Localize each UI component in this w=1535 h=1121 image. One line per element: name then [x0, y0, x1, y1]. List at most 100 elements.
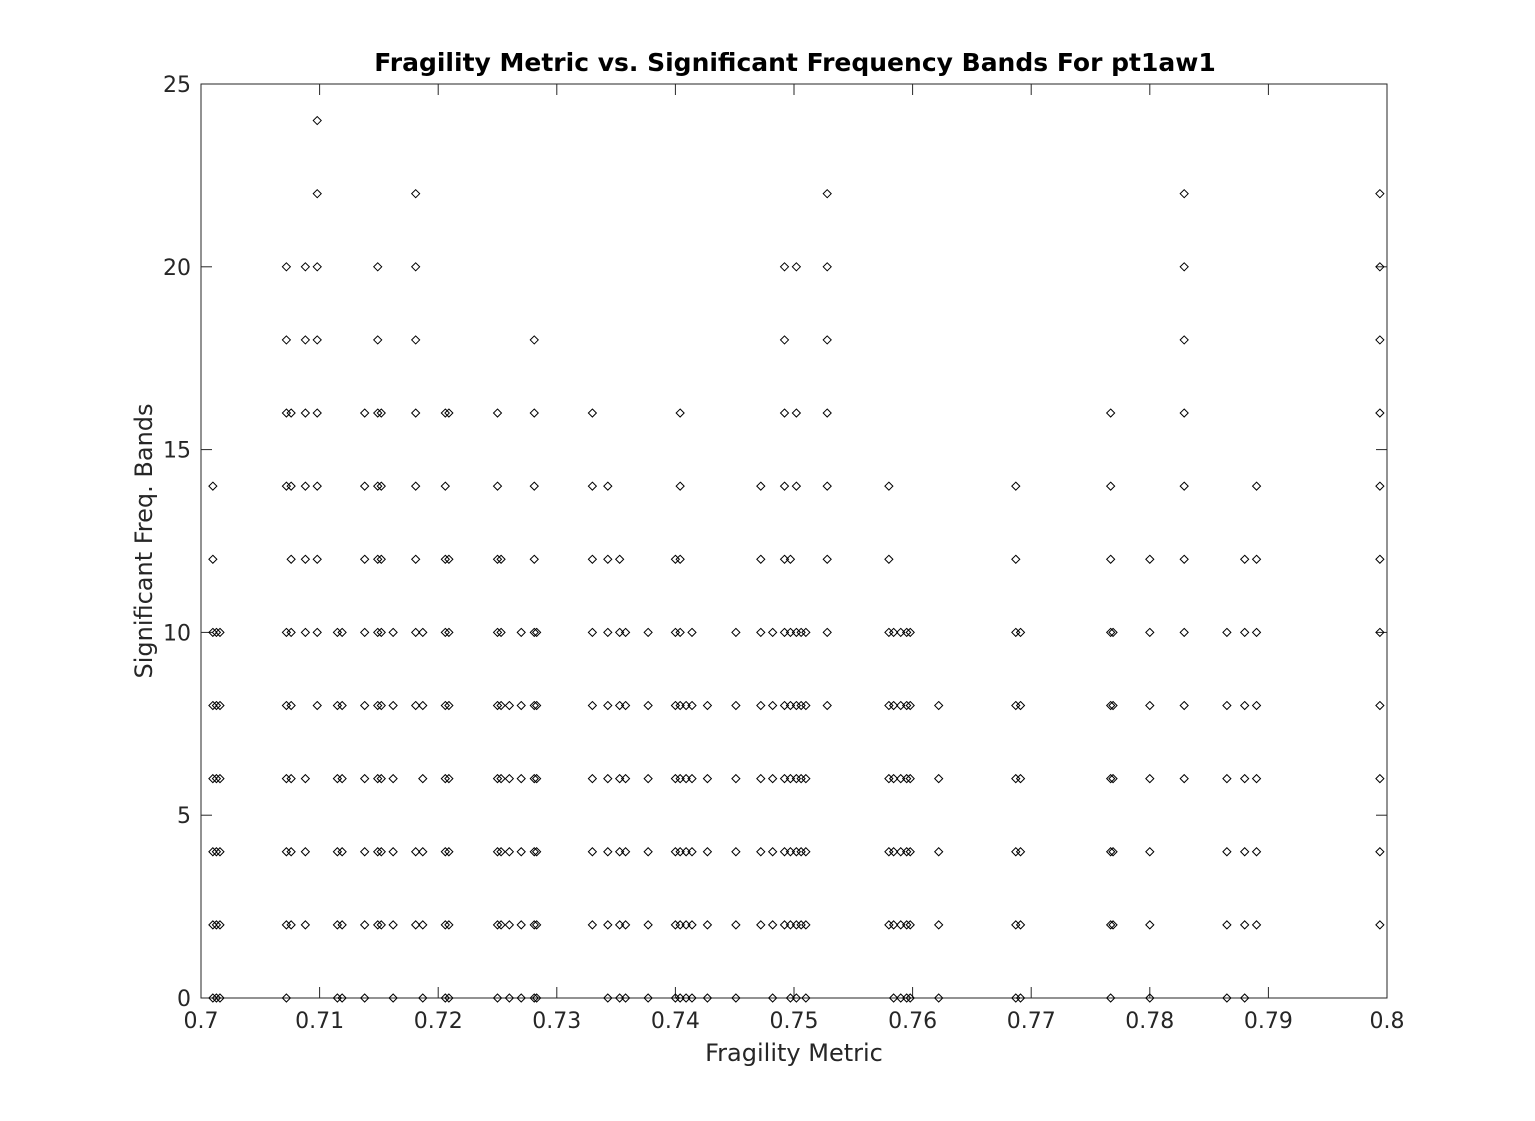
data-point: [376, 481, 386, 491]
data-point: [905, 700, 915, 711]
data-point: [801, 700, 811, 711]
data-points: [208, 115, 1385, 1003]
data-point: [418, 847, 428, 857]
x-tick-label: 0.7: [184, 1009, 219, 1034]
data-point: [1375, 554, 1385, 564]
x-tick-label: 0.72: [414, 1009, 463, 1034]
data-point: [933, 993, 944, 1003]
data-point: [1222, 920, 1232, 930]
data-point: [312, 115, 322, 126]
data-point: [492, 773, 503, 784]
x-tick-label: 0.79: [1244, 1009, 1293, 1034]
data-point: [529, 700, 539, 711]
data-point: [496, 700, 506, 711]
data-point: [492, 847, 503, 857]
data-point: [702, 847, 713, 857]
data-point: [418, 993, 428, 1003]
data-point: [531, 700, 542, 711]
data-point: [492, 920, 503, 930]
data-point: [731, 920, 741, 930]
y-tick-label: 15: [163, 439, 191, 464]
data-point: [529, 627, 539, 638]
data-point: [1179, 408, 1189, 418]
data-point: [492, 627, 503, 638]
data-point: [731, 773, 741, 784]
data-point: [614, 554, 625, 564]
data-point: [529, 481, 539, 491]
data-point: [1251, 920, 1262, 930]
data-point: [1222, 700, 1232, 711]
data-point: [779, 408, 790, 418]
data-point: [822, 262, 832, 272]
data-point: [1179, 262, 1189, 272]
data-point: [286, 408, 296, 418]
data-point: [901, 627, 912, 638]
data-point: [587, 481, 598, 491]
data-point: [312, 335, 322, 345]
data-point: [587, 847, 598, 857]
data-point: [300, 627, 311, 638]
data-point: [801, 773, 811, 784]
data-point: [504, 847, 515, 857]
data-point: [410, 700, 421, 711]
data-point: [312, 700, 322, 711]
data-point: [286, 773, 296, 784]
data-point: [1015, 627, 1026, 638]
data-point: [1145, 993, 1155, 1003]
data-point: [359, 627, 370, 638]
data-point: [1145, 554, 1155, 564]
data-point: [215, 700, 225, 711]
data-point: [492, 993, 503, 1003]
data-point: [211, 847, 222, 857]
data-point: [418, 920, 428, 930]
data-point: [905, 993, 915, 1003]
data-point: [1239, 993, 1250, 1003]
y-tick-label: 5: [177, 804, 191, 829]
x-tick-label: 0.75: [770, 1009, 819, 1034]
x-tick-label: 0.76: [888, 1009, 937, 1034]
data-point: [496, 554, 506, 564]
data-point: [1222, 993, 1232, 1003]
data-point: [1179, 335, 1189, 345]
data-point: [905, 920, 915, 930]
data-point: [1222, 773, 1232, 784]
data-point: [756, 554, 766, 564]
data-point: [1011, 481, 1021, 491]
data-point: [884, 554, 894, 564]
data-point: [373, 408, 383, 418]
data-point: [1179, 481, 1189, 491]
data-point: [376, 773, 386, 784]
data-point: [756, 847, 766, 857]
data-point: [1375, 773, 1385, 784]
data-point: [211, 700, 222, 711]
data-point: [376, 408, 386, 418]
data-point: [215, 993, 225, 1003]
data-point: [587, 627, 598, 638]
data-point: [675, 554, 685, 564]
data-point: [444, 554, 454, 564]
data-point: [1105, 700, 1116, 711]
data-point: [418, 627, 428, 638]
data-point: [687, 847, 697, 857]
data-point: [1251, 700, 1262, 711]
data-point: [312, 262, 322, 272]
data-point: [1179, 773, 1189, 784]
data-point: [208, 847, 218, 857]
data-point: [587, 700, 598, 711]
data-point: [312, 554, 322, 564]
data-point: [444, 773, 454, 784]
data-point: [822, 700, 832, 711]
data-point: [496, 847, 506, 857]
data-point: [300, 920, 311, 930]
data-point: [1251, 481, 1262, 491]
data-point: [1145, 773, 1155, 784]
data-point: [1145, 920, 1155, 930]
data-point: [516, 993, 526, 1003]
data-point: [901, 920, 912, 930]
data-point: [516, 920, 526, 930]
data-point: [587, 773, 598, 784]
data-point: [373, 920, 383, 930]
data-point: [1375, 408, 1385, 418]
data-point: [300, 847, 311, 857]
data-point: [905, 773, 915, 784]
